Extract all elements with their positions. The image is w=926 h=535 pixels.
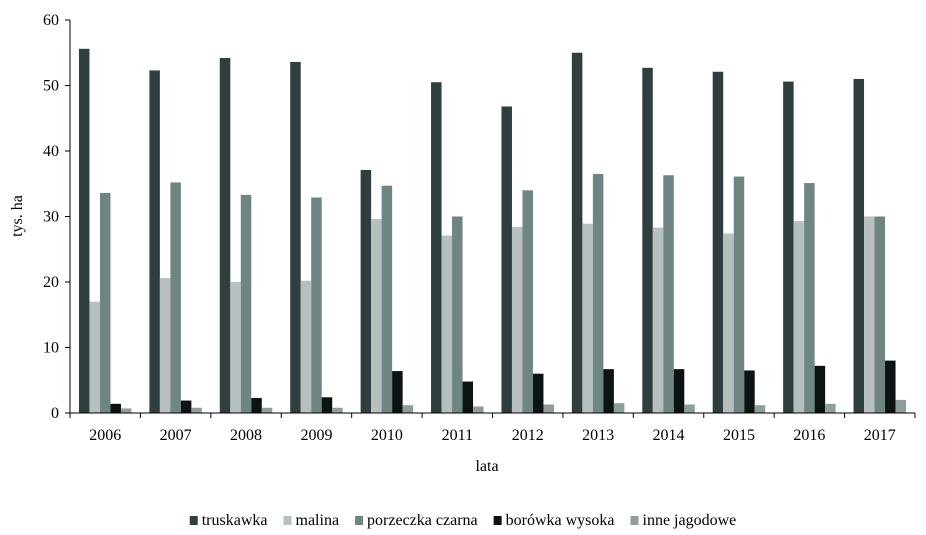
bar-borówka-wysoka-2012: [532, 373, 544, 413]
bar-porzeczka-czarna-2006: [99, 192, 111, 413]
bar-inne-jagodowe-2008: [261, 407, 273, 413]
bar-inne-jagodowe-2006: [120, 408, 132, 413]
bar-borówka-wysoka-2010: [392, 371, 403, 413]
bar-borówka-wysoka-2015: [744, 370, 755, 413]
bar-inne-jagodowe-2017: [895, 399, 907, 413]
y-tick-label: 30: [43, 209, 59, 226]
legend-label-malina: malina: [296, 512, 340, 529]
legend-swatch-inne-jagodowe: [630, 516, 639, 525]
bar-malina-2010: [371, 219, 382, 413]
bar-truskawka-2010: [360, 169, 372, 413]
legend-label-borówka-wysoka: borówka wysoka: [506, 512, 615, 529]
bar-porzeczka-czarna-2011: [452, 216, 463, 413]
bar-malina-2006: [89, 301, 100, 413]
bar-borówka-wysoka-2009: [321, 397, 333, 413]
bar-malina-2012: [511, 226, 523, 413]
bar-borówka-wysoka-2008: [251, 397, 262, 413]
bar-inne-jagodowe-2007: [191, 407, 202, 413]
bar-truskawka-2006: [78, 48, 90, 413]
bar-borówka-wysoka-2011: [462, 381, 474, 413]
x-tick-label: 2009: [300, 427, 332, 444]
bar-truskawka-2013: [571, 52, 583, 413]
x-tick-label: 2014: [653, 427, 685, 444]
y-tick-label: 40: [43, 143, 59, 160]
bar-truskawka-2012: [501, 106, 512, 414]
x-tick-label: 2012: [512, 427, 544, 444]
bar-porzeczka-czarna-2016: [804, 183, 815, 413]
bar-inne-jagodowe-2010: [402, 405, 414, 413]
bar-porzeczka-czarna-2012: [522, 190, 533, 413]
bar-malina-2008: [230, 282, 241, 413]
bar-truskawka-2007: [149, 70, 160, 413]
x-tick-label: 2015: [723, 427, 755, 444]
bar-porzeczka-czarna-2010: [381, 185, 393, 413]
bar-malina-2014: [652, 227, 664, 413]
x-tick-label: 2010: [371, 427, 403, 444]
y-axis-title: tys. ha: [9, 195, 26, 237]
bar-truskawka-2016: [783, 81, 794, 413]
x-tick-label: 2006: [89, 427, 121, 444]
bar-porzeczka-czarna-2015: [733, 176, 745, 413]
x-tick-label: 2011: [442, 427, 473, 444]
x-tick-label: 2017: [864, 427, 896, 444]
legend-label-porzeczka-czarna: porzeczka czarna: [367, 512, 478, 529]
bar-borówka-wysoka-2017: [885, 360, 896, 413]
legend-swatch-borówka-wysoka: [493, 516, 502, 525]
bar-inne-jagodowe-2012: [543, 404, 554, 413]
x-tick-label: 2013: [582, 427, 614, 444]
axes-layer: 0 10 20 30 40 50 60 2006 2007 2008 2009 2010 2011 201…: [43, 12, 916, 444]
bar-inne-jagodowe-2015: [754, 405, 766, 413]
bar-inne-jagodowe-2016: [825, 403, 836, 413]
bar-borówka-wysoka-2007: [180, 400, 192, 413]
bar-truskawka-2011: [431, 82, 442, 413]
bar-truskawka-2014: [642, 67, 653, 413]
bar-malina-2009: [300, 280, 312, 413]
bar-malina-2011: [441, 235, 453, 413]
bar-porzeczka-czarna-2014: [663, 175, 674, 413]
bar-truskawka-2009: [290, 61, 301, 414]
bar-malina-2007: [159, 278, 171, 413]
bar-borówka-wysoka-2016: [814, 365, 826, 413]
bar-inne-jagodowe-2009: [332, 407, 343, 413]
bar-porzeczka-czarna-2017: [874, 216, 886, 413]
legend-swatch-malina: [283, 516, 292, 525]
y-tick-label: 0: [51, 405, 59, 422]
bar-malina-2017: [864, 216, 875, 413]
x-tick-label: 2007: [160, 427, 192, 444]
bar-malina-2016: [793, 221, 805, 413]
x-tick-label: 2008: [230, 427, 262, 444]
bars-layer: [78, 48, 907, 414]
legend-swatch-truskawka: [189, 516, 198, 525]
bar-borówka-wysoka-2006: [110, 403, 121, 413]
x-axis-title: lata: [475, 458, 498, 475]
bar-inne-jagodowe-2013: [613, 403, 625, 413]
legend: truskawka malina porzeczka czarna borówka w…: [189, 512, 737, 529]
legend-label-inne-jagodowe: inne jagodowe: [643, 512, 737, 529]
bar-truskawka-2015: [712, 71, 724, 414]
legend-swatch-porzeczka-czarna: [355, 516, 364, 525]
bar-porzeczka-czarna-2013: [592, 173, 604, 413]
bar-inne-jagodowe-2014: [684, 404, 695, 413]
y-tick-label: 60: [43, 12, 59, 29]
y-tick-label: 20: [43, 274, 59, 291]
legend-label-truskawka: truskawka: [202, 512, 268, 529]
bar-porzeczka-czarna-2007: [170, 182, 181, 413]
bar-porzeczka-czarna-2008: [240, 194, 252, 413]
bar-truskawka-2008: [219, 57, 231, 414]
bar-borówka-wysoka-2013: [603, 369, 614, 413]
x-tick-label: 2016: [793, 427, 825, 444]
y-tick-label: 50: [43, 78, 59, 95]
y-tick-label: 10: [43, 340, 59, 357]
bar-borówka-wysoka-2014: [673, 369, 685, 413]
bar-malina-2013: [582, 223, 593, 413]
bar-inne-jagodowe-2011: [473, 406, 484, 413]
bar-malina-2015: [723, 233, 734, 413]
bar-porzeczka-czarna-2009: [311, 197, 322, 413]
bar-truskawka-2017: [853, 78, 865, 413]
